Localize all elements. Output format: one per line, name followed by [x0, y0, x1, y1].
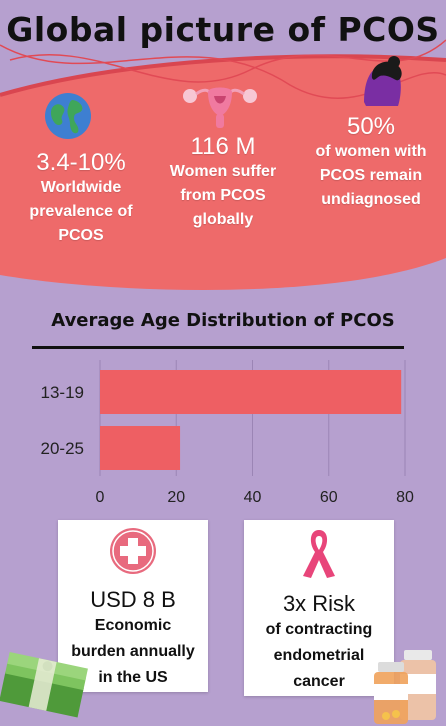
- page-title: Global picture of PCOS: [6, 10, 440, 49]
- chart-title: Average Age Distribution of PCOS: [51, 310, 395, 331]
- stat-sufferers-line-1: Women suffer: [169, 163, 277, 180]
- card-cancer-line-2: endometrial: [273, 647, 365, 664]
- pill-bottles-icon: [374, 650, 436, 724]
- card-economic-line-3: in the US: [98, 669, 168, 686]
- medical-cross-icon: [110, 528, 156, 574]
- uterus-icon: [183, 87, 257, 128]
- woman-head-icon: [364, 56, 402, 106]
- card-economic-line-1: Economic: [94, 617, 172, 634]
- card-cancer-value: 3x Risk: [282, 591, 356, 616]
- x-tick-label: 20: [167, 489, 185, 506]
- stat-sufferers-line-3: globally: [192, 211, 254, 228]
- stat-prevalence-line-2: prevalence of: [29, 203, 133, 220]
- stat-undiagnosed-line-1: of women with: [315, 143, 427, 160]
- header-band: [0, 39, 446, 290]
- y-category-label: 20-25: [41, 439, 84, 458]
- bar: [100, 370, 402, 414]
- stat-sufferers: 116 M Women suffer from PCOS globally: [148, 134, 298, 232]
- bar: [100, 426, 181, 470]
- card-cancer-line-1: of contracting: [265, 621, 373, 638]
- stat-prevalence-value: 3.4-10%: [36, 149, 126, 176]
- stat-sufferers-value: 116 M: [190, 133, 256, 160]
- stat-undiagnosed: 50% of women with PCOS remain undiagnose…: [296, 114, 446, 212]
- card-cancer-risk: 3x Risk of contracting endometrial cance…: [244, 520, 394, 696]
- money-stack-icon: [0, 651, 88, 718]
- stat-prevalence-line-3: PCOS: [58, 227, 104, 244]
- y-category-label: 13-19: [41, 383, 84, 402]
- card-economic-burden: USD 8 B Economic burden annually in the …: [58, 520, 208, 692]
- stat-prevalence: 3.4-10% Worldwide prevalence of PCOS: [6, 150, 156, 248]
- age-bar-chart: 0 20 40 60 80 13-19 20-25: [41, 360, 414, 506]
- cancer-ribbon-icon: [303, 530, 335, 578]
- x-tick-label: 80: [396, 489, 414, 506]
- card-cancer-line-3: cancer: [293, 673, 345, 690]
- x-tick-label: 40: [244, 489, 262, 506]
- stat-undiagnosed-line-2: PCOS remain: [319, 167, 423, 184]
- stat-undiagnosed-line-3: undiagnosed: [321, 191, 421, 208]
- stat-undiagnosed-value: 50%: [346, 113, 396, 140]
- card-economic-value: USD 8 B: [90, 587, 176, 612]
- stat-sufferers-line-2: from PCOS: [180, 187, 266, 204]
- x-tick-label: 0: [96, 489, 105, 506]
- globe-icon: [45, 93, 91, 139]
- stat-prevalence-line-1: Worldwide: [40, 179, 122, 196]
- card-economic-line-2: burden annually: [71, 643, 195, 660]
- x-tick-label: 60: [320, 489, 338, 506]
- chart-title-rule: [32, 346, 404, 349]
